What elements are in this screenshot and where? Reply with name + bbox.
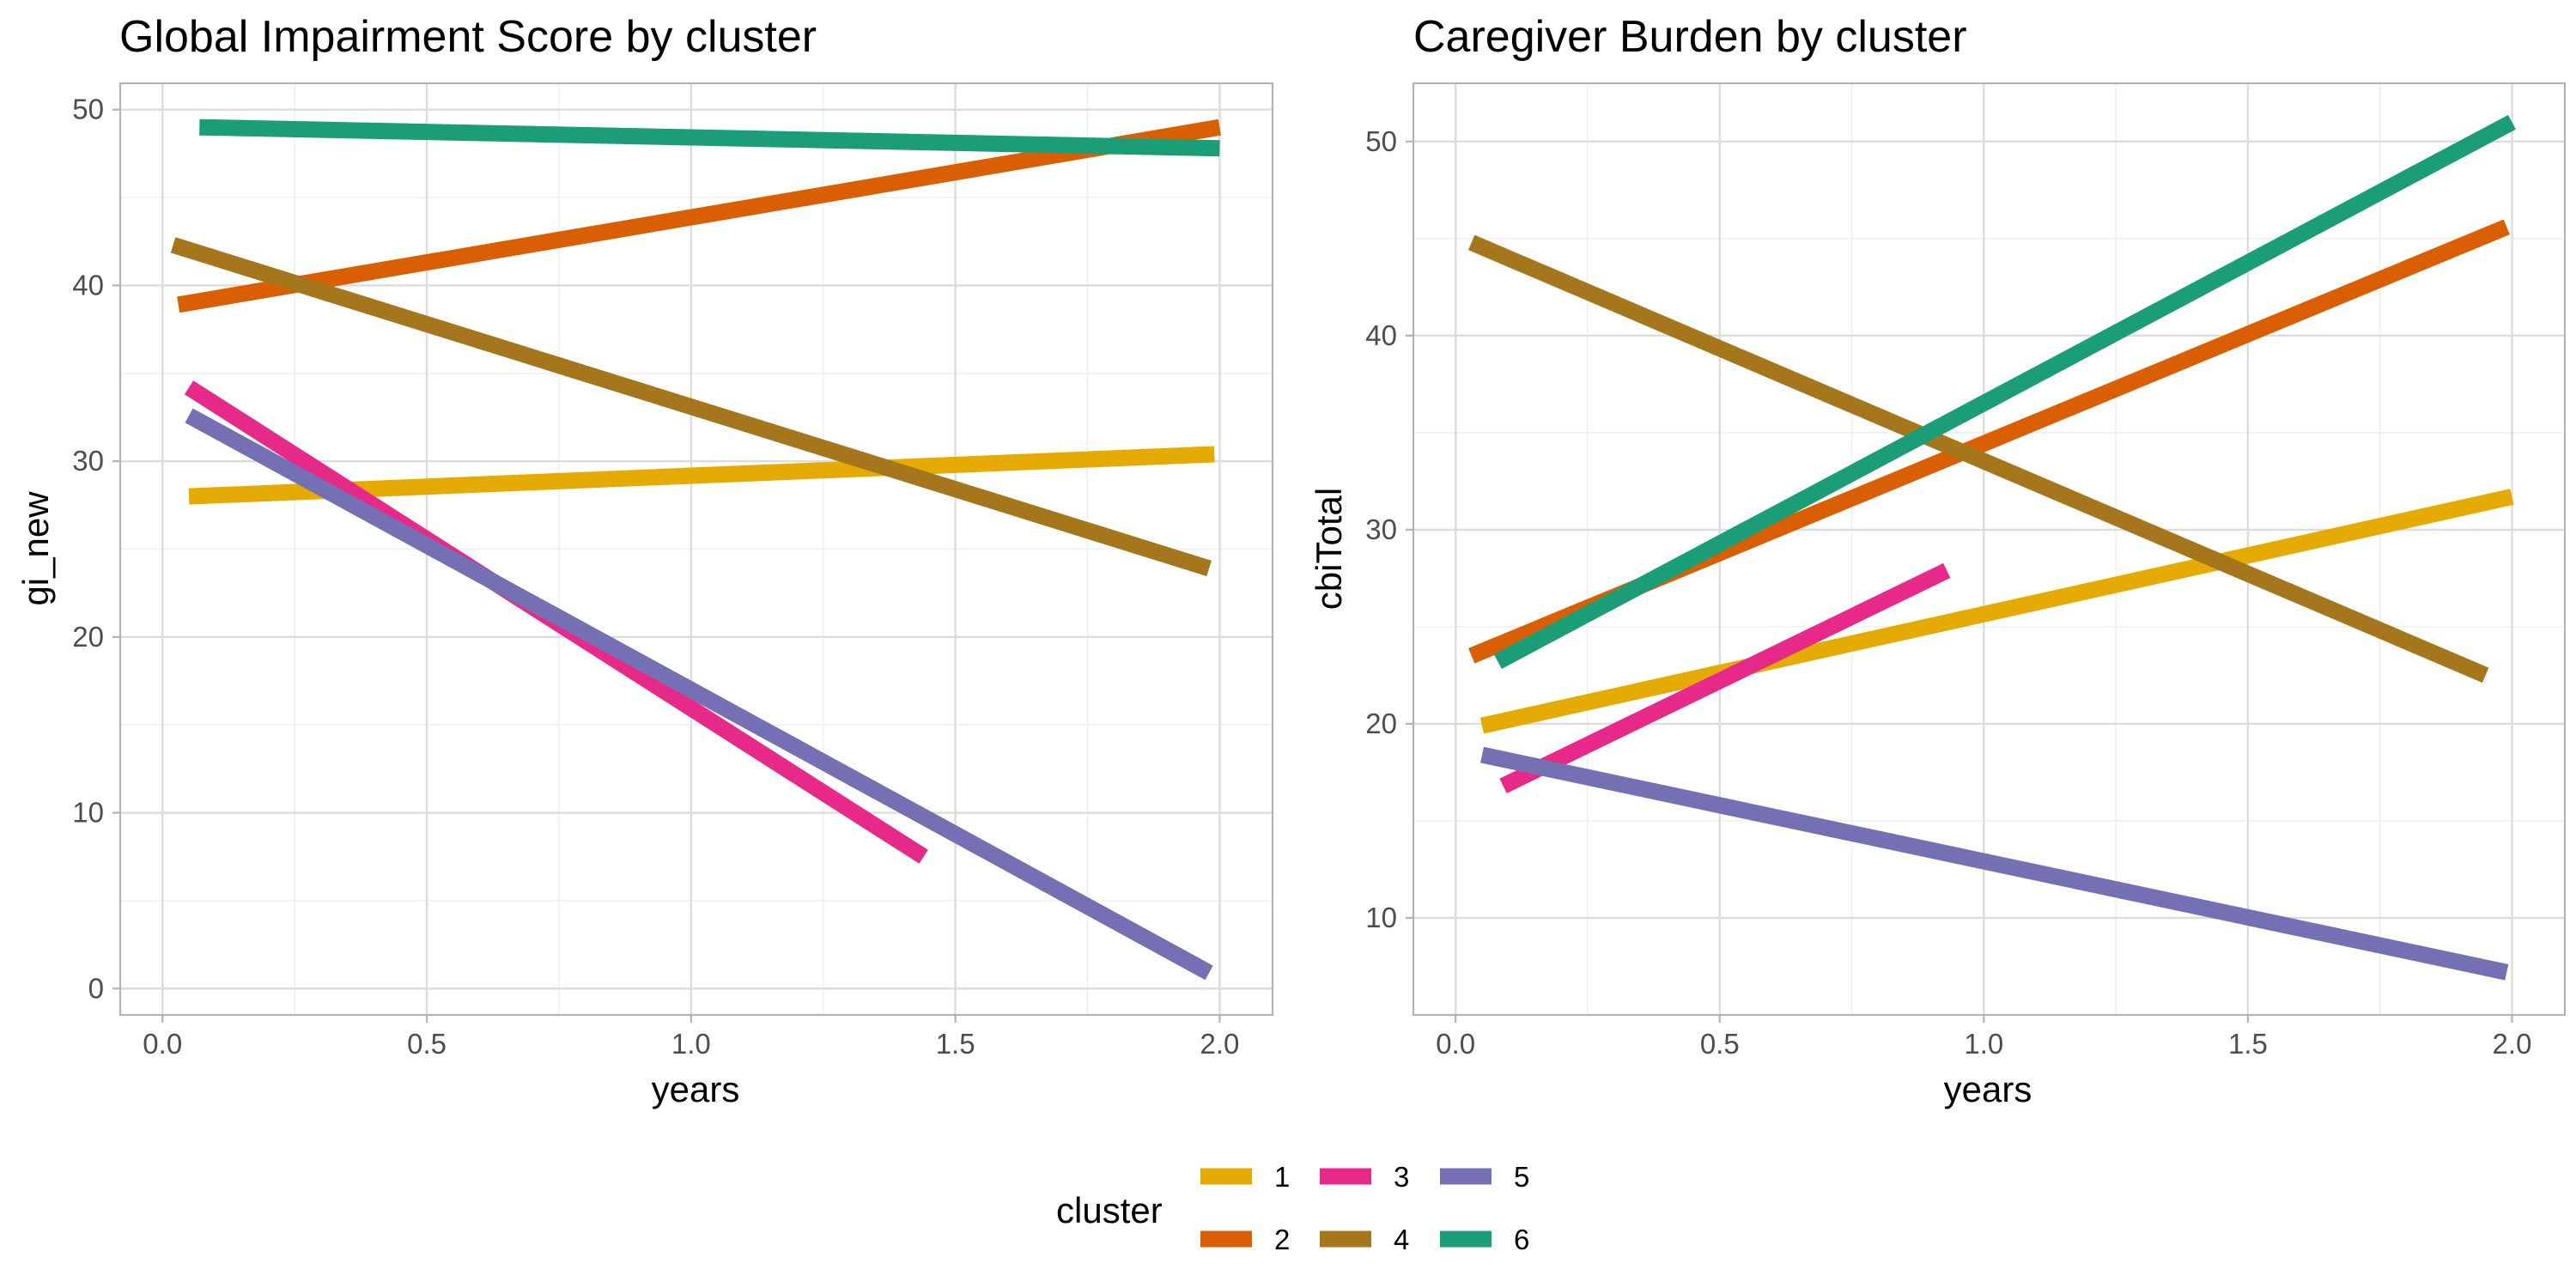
legend-label: 4 [1394, 1224, 1409, 1255]
y-tick-label: 40 [1365, 319, 1397, 351]
legend-item-5: 5 [1440, 1161, 1529, 1193]
x-axis-title: years [1944, 1069, 2032, 1109]
series-line-cluster-2 [177, 118, 1221, 313]
legend-label: 3 [1394, 1161, 1409, 1193]
y-tick-label: 0 [88, 972, 104, 1004]
series-line-cluster-1 [1479, 489, 2514, 734]
gridlines [120, 83, 1273, 1015]
y-tick-label: 30 [1365, 513, 1397, 545]
legend-item-1: 1 [1200, 1161, 1290, 1193]
x-tick-label: 2.0 [2493, 1028, 2532, 1060]
legend: cluster 1 2 3 4 5 6 [1056, 1161, 1529, 1255]
panel-border [1412, 82, 2567, 1017]
x-tick-label: 1.5 [936, 1028, 975, 1060]
x-tick-label: 1.5 [2228, 1028, 2268, 1060]
x-tick-label: 1.0 [1964, 1028, 2003, 1060]
chart-global-impairment: Global Impairment Score by cluster years… [15, 12, 1274, 1109]
y-tick-label: 10 [1365, 902, 1397, 933]
y-axis-title: gi_new [15, 491, 56, 606]
series-group [170, 118, 1221, 981]
legend-label: 5 [1514, 1161, 1529, 1193]
series-line-cluster-4 [1467, 234, 2489, 683]
legend-item-4: 4 [1320, 1224, 1409, 1255]
legend-item-3: 3 [1320, 1161, 1409, 1193]
x-axis-title: years [652, 1069, 740, 1109]
series-group [1467, 114, 2516, 981]
x-tick-label: 0.5 [1700, 1028, 1740, 1060]
y-axis-title: cbiTotal [1309, 488, 1349, 610]
gridlines [1413, 83, 2565, 1016]
axes: 0.0 0.5 1.0 1.5 2.0 0 10 20 30 40 50 [72, 94, 1239, 1060]
y-tick-label: 20 [72, 621, 104, 653]
legend-item-6: 6 [1440, 1224, 1529, 1255]
legend-label: 1 [1274, 1161, 1290, 1193]
x-tick-label: 1.0 [671, 1028, 711, 1060]
series-line-cluster-6 [199, 118, 1220, 157]
legend-title: cluster [1056, 1190, 1163, 1230]
legend-label: 6 [1514, 1224, 1529, 1255]
chart-caregiver-burden: Caregiver Burden by cluster years cbiTot… [1309, 12, 2567, 1109]
panel-border [118, 82, 1274, 1017]
legend-item-2: 2 [1200, 1224, 1290, 1255]
chart-title: Caregiver Burden by cluster [1413, 12, 1967, 62]
x-tick-label: 2.0 [1200, 1028, 1240, 1060]
chart-title: Global Impairment Score by cluster [119, 12, 817, 62]
series-line-cluster-4 [170, 237, 1212, 577]
y-tick-label: 40 [72, 269, 104, 301]
y-tick-label: 50 [72, 94, 104, 125]
series-line-cluster-3 [1499, 562, 1951, 793]
x-tick-label: 0.5 [407, 1028, 447, 1060]
x-tick-label: 0.0 [143, 1028, 182, 1060]
series-line-cluster-5 [1480, 746, 2509, 981]
y-tick-label: 10 [72, 797, 104, 829]
x-tick-label: 0.0 [1436, 1028, 1475, 1060]
y-tick-label: 30 [72, 445, 104, 477]
series-line-cluster-6 [1493, 114, 2516, 669]
legend-label: 2 [1274, 1224, 1290, 1255]
axes: 0.0 0.5 1.0 1.5 2.0 10 20 30 40 50 [1365, 125, 2531, 1060]
y-tick-label: 20 [1365, 708, 1397, 739]
y-tick-label: 50 [1365, 125, 1397, 157]
series-line-cluster-5 [185, 408, 1213, 981]
